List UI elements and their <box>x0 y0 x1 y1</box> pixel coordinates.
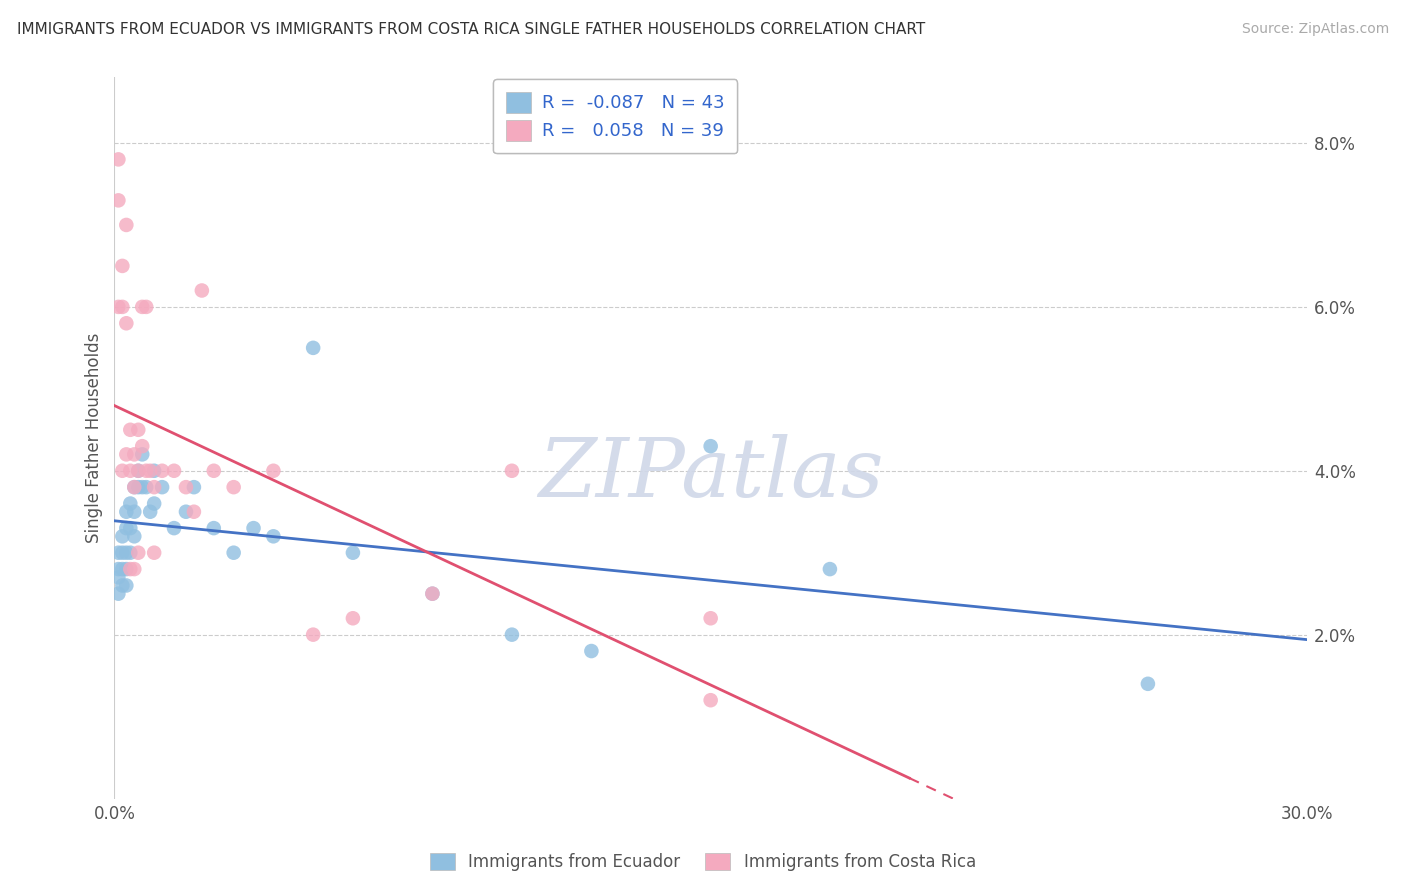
Point <box>127 480 149 494</box>
Point <box>202 521 225 535</box>
Point <box>115 521 138 535</box>
Point <box>124 480 146 494</box>
Point <box>124 562 146 576</box>
Point <box>124 447 146 461</box>
Point <box>143 546 166 560</box>
Point <box>115 546 138 560</box>
Point <box>124 505 146 519</box>
Point <box>139 464 162 478</box>
Point <box>174 480 197 494</box>
Point <box>131 447 153 461</box>
Point <box>111 546 134 560</box>
Point <box>131 439 153 453</box>
Point <box>183 505 205 519</box>
Point <box>422 587 444 601</box>
Point <box>115 562 138 576</box>
Point <box>202 464 225 478</box>
Point <box>131 480 153 494</box>
Point <box>107 153 129 167</box>
Point <box>111 464 134 478</box>
Point <box>127 464 149 478</box>
Point <box>124 529 146 543</box>
Point <box>581 644 603 658</box>
Point <box>699 693 721 707</box>
Legend: R =  -0.087   N = 43, R =   0.058   N = 39: R = -0.087 N = 43, R = 0.058 N = 39 <box>494 79 737 153</box>
Point <box>501 627 523 641</box>
Point <box>111 259 134 273</box>
Point <box>222 480 245 494</box>
Point <box>302 627 325 641</box>
Point <box>115 447 138 461</box>
Point <box>143 480 166 494</box>
Point <box>107 570 129 584</box>
Point <box>120 464 142 478</box>
Point <box>163 464 186 478</box>
Point <box>120 497 142 511</box>
Point <box>107 300 129 314</box>
Y-axis label: Single Father Households: Single Father Households <box>86 333 103 543</box>
Point <box>262 529 284 543</box>
Point <box>262 464 284 478</box>
Point <box>127 423 149 437</box>
Point <box>222 546 245 560</box>
Point <box>302 341 325 355</box>
Point <box>127 464 149 478</box>
Point <box>150 464 173 478</box>
Point <box>115 218 138 232</box>
Point <box>135 300 157 314</box>
Point <box>111 562 134 576</box>
Point <box>107 546 129 560</box>
Point <box>111 300 134 314</box>
Text: IMMIGRANTS FROM ECUADOR VS IMMIGRANTS FROM COSTA RICA SINGLE FATHER HOUSEHOLDS C: IMMIGRANTS FROM ECUADOR VS IMMIGRANTS FR… <box>17 22 925 37</box>
Point <box>183 480 205 494</box>
Point <box>143 497 166 511</box>
Point <box>818 562 841 576</box>
Point <box>120 546 142 560</box>
Point <box>124 480 146 494</box>
Point <box>107 587 129 601</box>
Point <box>422 587 444 601</box>
Point <box>135 480 157 494</box>
Point <box>115 578 138 592</box>
Point <box>342 611 364 625</box>
Point <box>107 562 129 576</box>
Point <box>120 423 142 437</box>
Point <box>127 546 149 560</box>
Point <box>174 505 197 519</box>
Point <box>1136 677 1159 691</box>
Legend: Immigrants from Ecuador, Immigrants from Costa Rica: Immigrants from Ecuador, Immigrants from… <box>422 845 984 880</box>
Point <box>120 562 142 576</box>
Point <box>111 529 134 543</box>
Point <box>111 578 134 592</box>
Point <box>107 194 129 208</box>
Text: ZIPatlas: ZIPatlas <box>538 434 883 514</box>
Point <box>115 505 138 519</box>
Point <box>699 611 721 625</box>
Point <box>191 284 214 298</box>
Point <box>131 300 153 314</box>
Point <box>120 521 142 535</box>
Point <box>699 439 721 453</box>
Point <box>139 505 162 519</box>
Point <box>501 464 523 478</box>
Text: Source: ZipAtlas.com: Source: ZipAtlas.com <box>1241 22 1389 37</box>
Point <box>143 464 166 478</box>
Point <box>150 480 173 494</box>
Point <box>163 521 186 535</box>
Point <box>242 521 264 535</box>
Point <box>115 316 138 330</box>
Point <box>135 464 157 478</box>
Point <box>342 546 364 560</box>
